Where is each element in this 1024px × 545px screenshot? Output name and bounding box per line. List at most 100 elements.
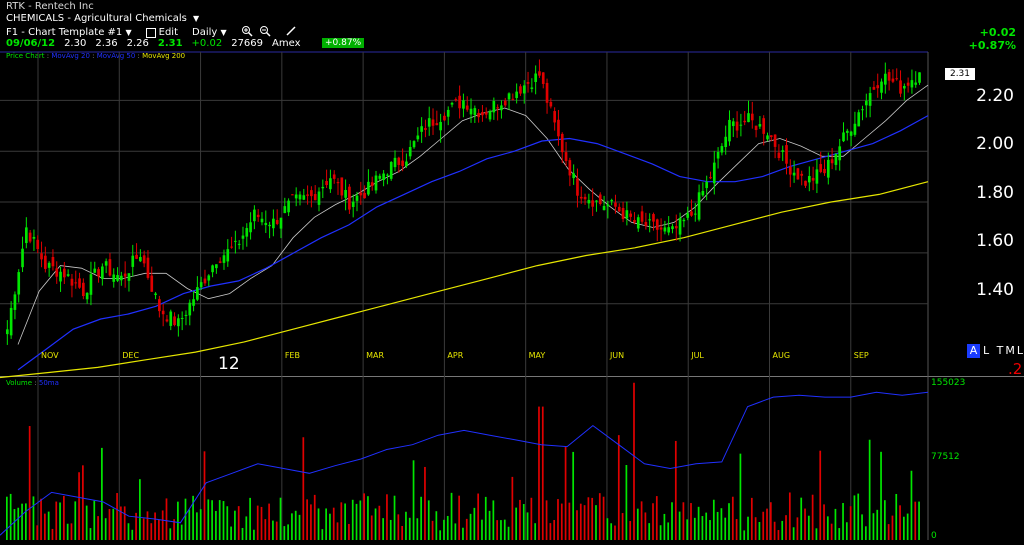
candle-body: [386, 174, 389, 176]
volume-bar: [44, 513, 46, 540]
volume-bar: [443, 519, 445, 540]
volume-bar: [591, 497, 594, 540]
volume-bar: [579, 503, 582, 540]
candle-body: [496, 107, 499, 109]
volume-bar: [473, 507, 476, 540]
candle-body: [59, 271, 62, 282]
volume-bar: [576, 510, 578, 540]
volume-bar: [32, 496, 35, 540]
legend-price-chart[interactable]: Price Chart: [6, 52, 45, 60]
volume-bar: [302, 437, 305, 540]
candle-body: [526, 82, 530, 84]
volume-bar: [667, 522, 670, 540]
volume-bar: [272, 520, 274, 540]
candle-body: [302, 195, 306, 200]
volume-bar: [25, 503, 27, 540]
candle-body: [378, 175, 382, 179]
candle-body: [348, 186, 351, 210]
candle-body: [405, 161, 408, 167]
volume-bar: [652, 503, 654, 540]
candle-body: [572, 173, 575, 179]
quote-date: 09/06/12: [6, 38, 56, 49]
volume-bar: [40, 498, 42, 540]
candle-body: [32, 236, 36, 239]
volume-bar: [595, 505, 597, 540]
tools-buttons[interactable]: L TML: [983, 344, 1024, 357]
candle-body: [226, 249, 230, 262]
candle-body: [424, 128, 427, 130]
candle-body: [766, 135, 769, 140]
pencil-icon[interactable]: [285, 25, 297, 40]
legend-ma-mid[interactable]: MovAvg 50: [96, 52, 136, 60]
volume-bar: [545, 500, 548, 540]
edit-button[interactable]: Edit: [145, 27, 178, 38]
volume-bar: [253, 529, 255, 540]
candle-body: [762, 118, 766, 134]
candle-body: [602, 205, 606, 211]
candle-body: [724, 136, 728, 148]
x-tick-label: NOV: [41, 351, 59, 360]
candle-body: [587, 199, 591, 204]
candle-body: [359, 192, 363, 196]
candle-body: [522, 85, 526, 94]
volume-bar: [184, 498, 187, 540]
chevron-down-icon[interactable]: ▼: [193, 14, 200, 23]
industry-line: CHEMICALS - Agricultural Chemicals ▼: [6, 13, 199, 24]
template-dropdown[interactable]: F1 - Chart Template #1 ▼: [6, 27, 132, 38]
x-tick-label: SEP: [853, 351, 869, 360]
volume-bar: [351, 499, 354, 540]
candle-body: [633, 219, 636, 223]
volume-bar: [747, 516, 749, 540]
candle-body: [678, 217, 682, 235]
zoom-in-icon[interactable]: [241, 25, 253, 40]
candle-body: [598, 194, 602, 204]
candle-body: [6, 329, 9, 335]
candle-body: [78, 278, 81, 288]
volume-bar: [165, 498, 168, 540]
volume-bar: [709, 520, 711, 540]
volume-bar: [914, 501, 917, 540]
zoom-out-icon[interactable]: [259, 25, 271, 40]
period-dropdown[interactable]: Daily ▼: [192, 27, 227, 38]
volume-bar: [196, 512, 198, 540]
volume-bar: [826, 516, 829, 540]
candle-body: [621, 207, 625, 220]
candle-body: [515, 91, 518, 98]
candle-body: [549, 101, 553, 107]
candle-body: [47, 262, 51, 268]
volume-bar: [739, 453, 742, 540]
volume-bar: [830, 523, 833, 540]
volume-bar: [823, 504, 825, 540]
candle-body: [435, 123, 439, 126]
volume-bar: [678, 511, 681, 540]
volume-bar: [705, 512, 708, 540]
volume-bar: [397, 514, 400, 540]
alert-a-button[interactable]: A: [967, 344, 980, 358]
candle-body: [868, 93, 872, 106]
candle-body: [614, 202, 617, 207]
candle-body: [393, 157, 397, 168]
candle-body: [74, 282, 78, 284]
candle-body: [313, 194, 317, 201]
volume-bar: [93, 500, 96, 540]
volume-bar: [735, 519, 738, 540]
right-percent-change: +0.87%: [968, 39, 1016, 52]
candle-body: [663, 227, 667, 232]
legend-ma-fast[interactable]: MovAvg 20: [51, 52, 90, 60]
edit-icon: [145, 27, 156, 38]
volume-bar: [70, 523, 73, 540]
legend-volume[interactable]: Volume: [6, 379, 33, 387]
candle-body: [112, 274, 116, 282]
volume-bar: [139, 479, 141, 540]
candle-body: [420, 126, 423, 132]
volume-bar: [256, 505, 259, 540]
candle-body: [108, 259, 112, 276]
legend-ma-slow[interactable]: MovAvg 200: [142, 52, 186, 60]
volume-bar: [883, 500, 886, 540]
candle-body: [367, 181, 370, 195]
candle-body: [534, 73, 537, 83]
candle-body: [667, 227, 671, 233]
candle-body: [557, 119, 560, 137]
legend-volume-ma[interactable]: 50ma: [38, 379, 59, 387]
